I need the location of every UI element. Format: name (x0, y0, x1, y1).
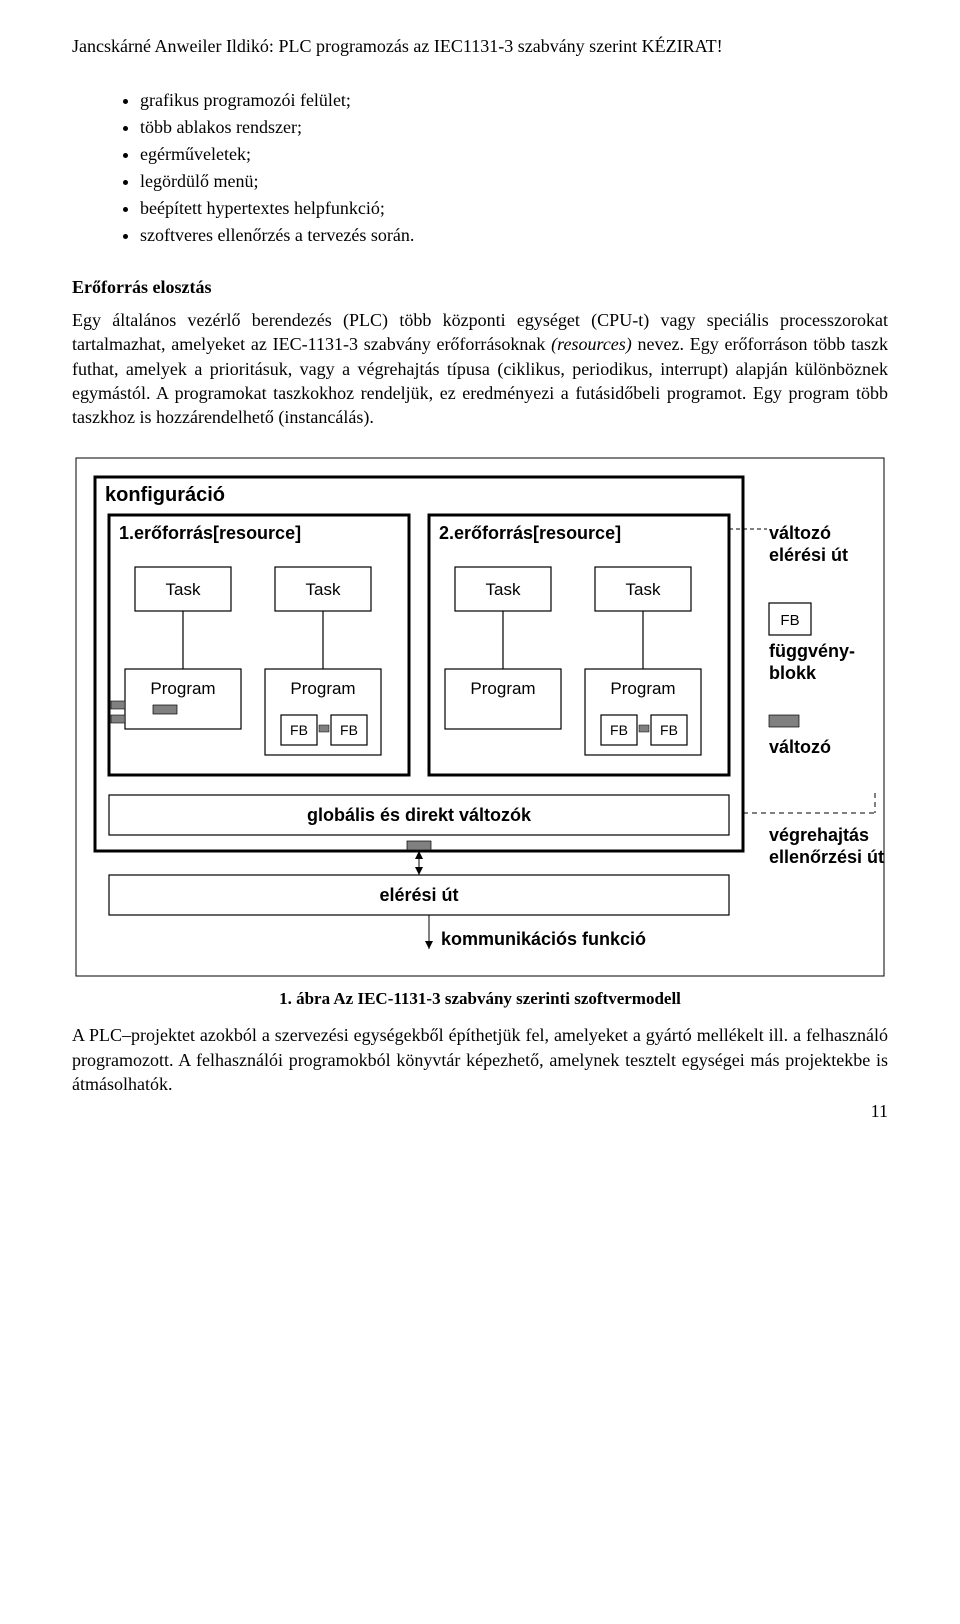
software-model-diagram: konfiguráció 1.erőforrás[resource] 2.erő… (75, 457, 885, 977)
task-label: Task (306, 580, 341, 599)
vegr-ut-label-2: ellenőrzési út (769, 847, 884, 867)
variable-marker (407, 841, 431, 850)
list-item: egérműveletek; (140, 141, 888, 168)
res1-label: 1.erőforrás[resource] (119, 523, 301, 543)
diagram-container: konfiguráció 1.erőforrás[resource] 2.erő… (72, 457, 888, 977)
variable-marker (153, 705, 177, 714)
list-item: beépített hypertextes helpfunkció; (140, 195, 888, 222)
fuggvenyblokk-label-2: blokk (769, 663, 817, 683)
para1-resources: (resources) (551, 334, 632, 354)
konfiguracio-label: konfiguráció (105, 484, 225, 506)
task-label: Task (626, 580, 661, 599)
fb-label: FB (660, 722, 678, 738)
globalis-label: globális és direkt változók (307, 805, 532, 825)
eleresi-ut-label: elérési út (379, 885, 458, 905)
paragraph-1: Egy általános vezérlő berendezés (PLC) t… (72, 308, 888, 429)
vegr-ut-label-1: végrehajtás (769, 825, 869, 845)
list-item: legördülő menü; (140, 168, 888, 195)
paragraph-2: A PLC–projektet azokból a szervezési egy… (72, 1023, 888, 1096)
program-label: Program (470, 679, 535, 698)
fb-legend-label: FB (780, 612, 799, 629)
variable-marker (111, 715, 125, 723)
res2-label: 2.erőforrás[resource] (439, 523, 621, 543)
feature-list: grafikus programozói felület; több ablak… (72, 87, 888, 249)
fb-label: FB (340, 722, 358, 738)
variable-marker (639, 725, 649, 732)
valtozo-ut-label-2: elérési út (769, 545, 848, 565)
komm-label: kommunikációs funkció (441, 929, 646, 949)
program-label: Program (290, 679, 355, 698)
fuggvenyblokk-label-1: függvény- (769, 641, 855, 661)
task-label: Task (166, 580, 201, 599)
page-header: Jancskárné Anweiler Ildikó: PLC programo… (72, 36, 888, 57)
variable-marker (319, 725, 329, 732)
figure-caption: 1. ábra Az IEC-1131-3 szabvány szerinti … (72, 989, 888, 1009)
variable-marker (111, 701, 125, 709)
list-item: több ablakos rendszer; (140, 114, 888, 141)
section-title: Erőforrás elosztás (72, 277, 888, 298)
fb-label: FB (290, 722, 308, 738)
fb-label: FB (610, 722, 628, 738)
page-number: 11 (871, 1101, 888, 1122)
list-item: szoftveres ellenőrzés a tervezés során. (140, 222, 888, 249)
valtozo-label: változó (769, 737, 831, 757)
program-label: Program (150, 679, 215, 698)
task-label: Task (486, 580, 521, 599)
valtozo-ut-label-1: változó (769, 523, 831, 543)
program-label: Program (610, 679, 675, 698)
variable-marker (769, 715, 799, 727)
list-item: grafikus programozói felület; (140, 87, 888, 114)
